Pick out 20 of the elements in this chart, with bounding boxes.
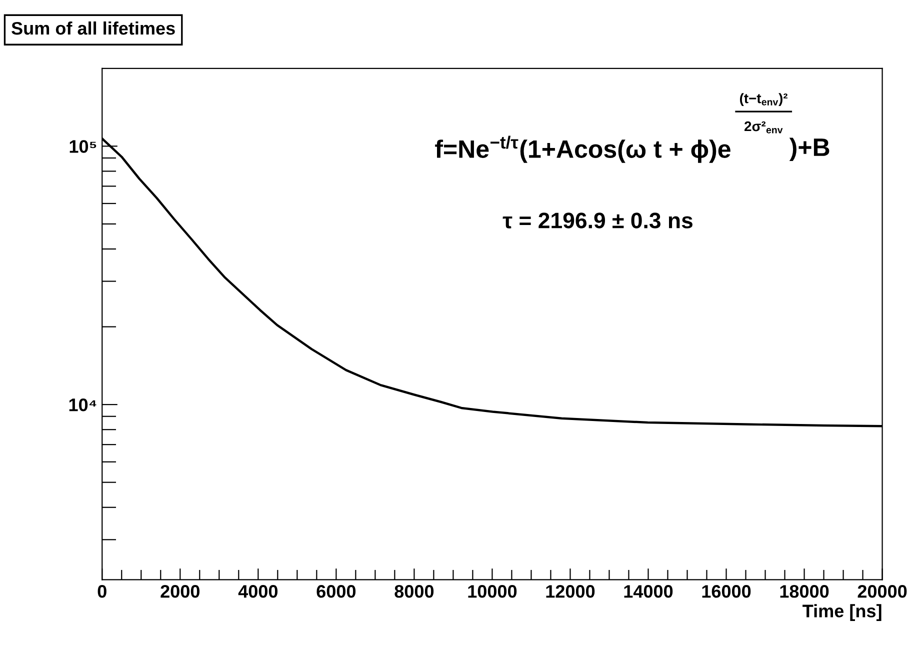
x-tick-label: 12000 (546, 585, 595, 598)
x-tick-label: 18000 (780, 585, 829, 598)
x-axis-title: Time [ns] (802, 604, 882, 621)
x-tick-label: 16000 (702, 585, 751, 598)
x-tick-label: 14000 (624, 585, 673, 598)
annotation: f=Ne$^{−t/τ}$(1+Acos(ω t + ϕ)e (435, 136, 730, 163)
x-tick-label: 2000 (160, 585, 200, 598)
y-tick-label: 10⁴ (69, 398, 96, 412)
x-tick-label: 10000 (468, 585, 517, 598)
x-tick-label: 0 (98, 585, 106, 598)
annotation: (t−t$_{env}$)² (740, 93, 788, 106)
y-tick-label: 10⁵ (70, 140, 96, 153)
x-tick-label: 8000 (394, 585, 434, 598)
annotation: )+B (789, 138, 830, 162)
chart-title: Sum of all lifetimes (12, 21, 175, 35)
annotation: 2σ²$_{env}$ (744, 121, 783, 134)
x-tick-label: 20000 (858, 585, 907, 598)
annotation: τ = 2196.9 ± 0.3 ns (502, 212, 692, 228)
x-tick-label: 4000 (238, 585, 278, 598)
x-tick-label: 6000 (316, 585, 356, 598)
